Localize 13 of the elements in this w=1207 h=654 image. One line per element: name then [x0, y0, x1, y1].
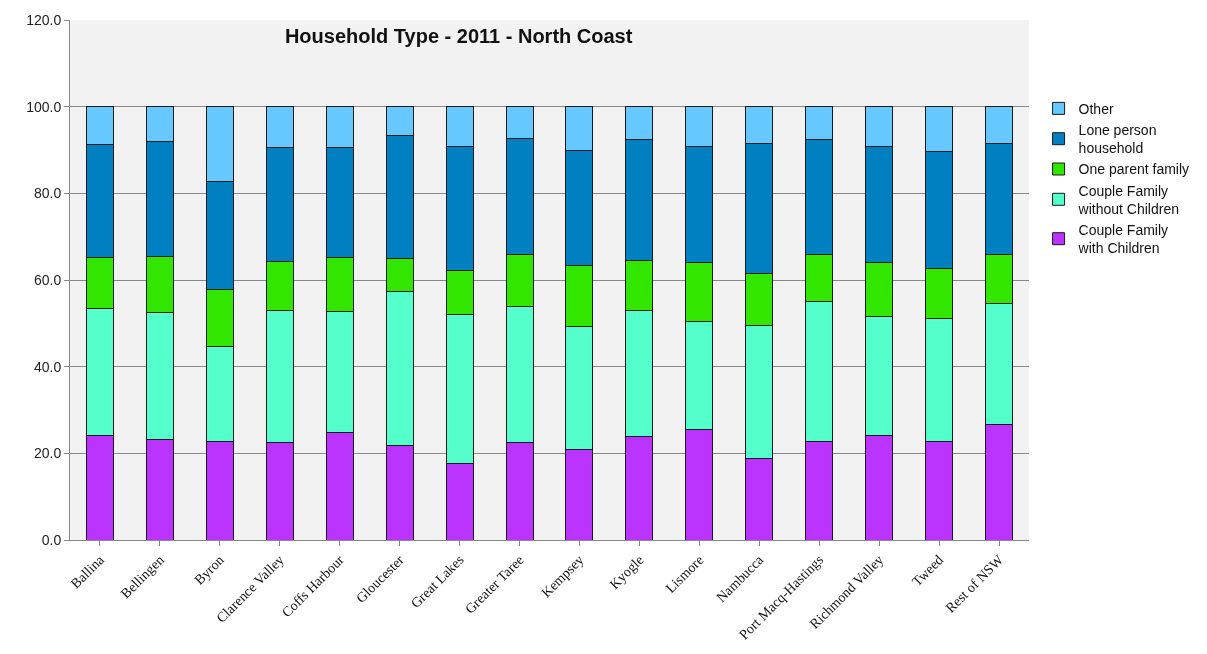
y-tick-label: 0.0 [41, 531, 62, 548]
legend-label: Couple Family without Children [1077, 182, 1179, 217]
y-tick-label: 40.0 [33, 358, 62, 375]
y-tick-label: 60.0 [33, 271, 62, 288]
legend-label: One parent family [1078, 161, 1190, 178]
legend-label: Other [1078, 100, 1114, 117]
chart-title: Household Type - 2011 - North Coast [284, 25, 633, 48]
y-tick-label: 20.0 [33, 445, 62, 462]
y-tick-label: 80.0 [33, 185, 62, 202]
legend-label: Lone person household [1078, 122, 1157, 157]
legend-label: Couple Family with Children [1077, 222, 1169, 257]
y-tick-label: 120.0 [26, 11, 62, 28]
y-tick-label: 100.0 [26, 98, 62, 115]
